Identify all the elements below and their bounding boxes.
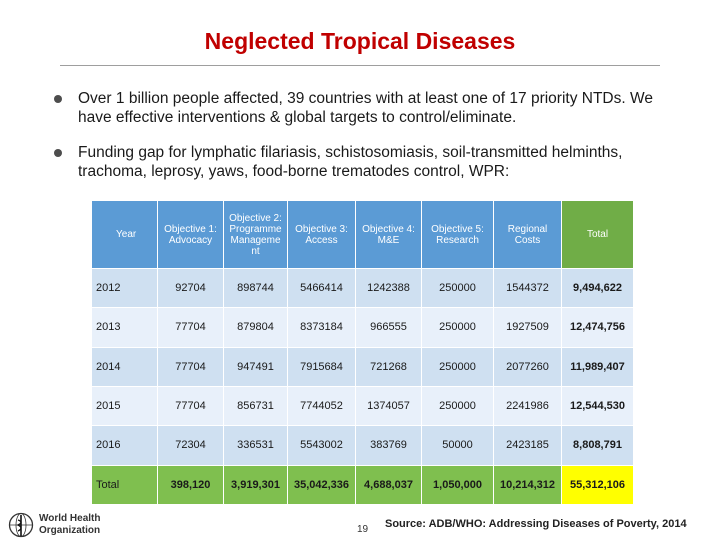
cell-objective-5: 250000 [421, 346, 494, 387]
bullet-text: Funding gap for lymphatic filariasis, sc… [78, 144, 623, 180]
who-logo-text: World Health Organization [39, 513, 100, 537]
who-logo: World Health Organization [8, 512, 168, 538]
table-row: 2014 77704 947491 7915684 721268 250000 … [91, 346, 634, 387]
cell-regional-costs: 1927509 [493, 307, 562, 348]
header-regional-costs: Regional Costs [493, 200, 562, 269]
cell-objective-3: 35,042,336 [287, 464, 356, 506]
cell-objective-3: 5466414 [287, 267, 356, 309]
cell-objective-2: 3,919,301 [223, 464, 288, 506]
header-total: Total [561, 200, 634, 269]
cell-objective-3: 5543002 [287, 425, 356, 466]
source-citation: Source: ADB/WHO: Addressing Diseases of … [385, 518, 687, 530]
cell-year: 2014 [91, 346, 158, 387]
cell-objective-5: 50000 [421, 425, 494, 466]
cell-objective-4: 383769 [355, 425, 422, 466]
cell-objective-1: 77704 [157, 385, 224, 427]
cell-objective-5: 250000 [421, 385, 494, 427]
slide-title: Neglected Tropical Diseases [204, 28, 516, 54]
header-objective-5: Objective 5: Research [421, 200, 494, 269]
cell-objective-1: 92704 [157, 267, 224, 309]
cell-objective-3: 8373184 [287, 307, 356, 348]
header-objective-1: Objective 1: Advocacy [157, 200, 224, 269]
cell-objective-3: 7915684 [287, 346, 356, 387]
cell-year: Total [91, 464, 158, 506]
cell-objective-4: 966555 [355, 307, 422, 348]
who-logo-line-1: World Health [39, 513, 101, 524]
cell-year: 2013 [91, 307, 158, 348]
bullet-dot-icon [54, 149, 62, 157]
title-divider [60, 65, 660, 66]
cell-total: 12,544,530 [561, 385, 634, 427]
cell-objective-5: 250000 [421, 267, 494, 309]
funding-gap-table: Year Objective 1: Advocacy Objective 2: … [91, 200, 634, 506]
cell-year: 2015 [91, 385, 158, 427]
cell-objective-2: 856731 [223, 385, 288, 427]
cell-year: 2012 [91, 267, 158, 309]
page-number: 19 [357, 524, 369, 535]
cell-regional-costs: 2077260 [493, 346, 562, 387]
totals-row: Total 398,120 3,919,301 35,042,336 4,688… [91, 464, 634, 506]
cell-objective-4: 1374057 [355, 385, 422, 427]
cell-objective-2: 898744 [223, 267, 288, 309]
cell-objective-5: 1,050,000 [421, 464, 494, 506]
cell-regional-costs: 2241986 [493, 385, 562, 427]
cell-total: 12,474,756 [561, 307, 634, 348]
cell-objective-1: 77704 [157, 307, 224, 348]
cell-regional-costs: 2423185 [493, 425, 562, 466]
cell-objective-4: 1242388 [355, 267, 422, 309]
cell-objective-3: 7744052 [287, 385, 356, 427]
cell-total: 11,989,407 [561, 346, 634, 387]
table-row: 2012 92704 898744 5466414 1242388 250000… [91, 267, 634, 309]
table-header-row: Year Objective 1: Advocacy Objective 2: … [91, 200, 634, 269]
who-emblem-icon [8, 512, 34, 538]
cell-year: 2016 [91, 425, 158, 466]
cell-objective-1: 77704 [157, 346, 224, 387]
bullet-text: Over 1 billion people affected, 39 count… [78, 90, 653, 126]
table-row: 2013 77704 879804 8373184 966555 250000 … [91, 307, 634, 348]
header-objective-3: Objective 3: Access [287, 200, 356, 269]
cell-objective-4: 4,688,037 [355, 464, 422, 506]
cell-objective-1: 398,120 [157, 464, 224, 506]
cell-total: 9,494,622 [561, 267, 634, 309]
cell-grand-total: 55,312,106 [561, 464, 634, 506]
header-year: Year [91, 200, 158, 269]
bullet-item: Over 1 billion people affected, 39 count… [50, 89, 690, 127]
cell-total: 8,808,791 [561, 425, 634, 466]
header-objective-4: Objective 4: M&E [355, 200, 422, 269]
table-row: 2015 77704 856731 7744052 1374057 250000… [91, 385, 634, 427]
cell-regional-costs: 1544372 [493, 267, 562, 309]
who-logo-line-2: Organization [39, 525, 101, 536]
bullet-item: Funding gap for lymphatic filariasis, sc… [50, 143, 690, 181]
cell-objective-1: 72304 [157, 425, 224, 466]
cell-objective-5: 250000 [421, 307, 494, 348]
bullet-dot-icon [54, 95, 62, 103]
cell-objective-2: 947491 [223, 346, 288, 387]
cell-objective-2: 336531 [223, 425, 288, 466]
cell-regional-costs: 10,214,312 [493, 464, 562, 506]
header-objective-2: Objective 2: Programme Manageme nt [223, 200, 288, 269]
cell-objective-4: 721268 [355, 346, 422, 387]
table-row: 2016 72304 336531 5543002 383769 50000 2… [91, 425, 634, 466]
cell-objective-2: 879804 [223, 307, 288, 348]
